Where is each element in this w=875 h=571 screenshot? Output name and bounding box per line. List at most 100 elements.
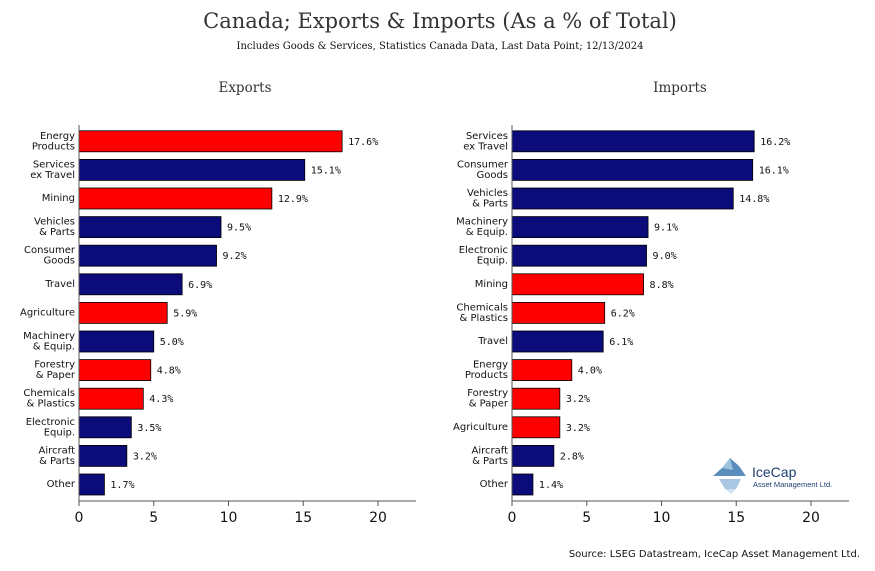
bar <box>511 301 606 324</box>
x-tick-label: 10 <box>220 510 238 526</box>
value-label: 3.2% <box>133 451 157 462</box>
x-tick-label: 0 <box>75 510 84 526</box>
x-tick-label: 20 <box>369 510 387 526</box>
category-label: Machinery & Equip. <box>456 217 508 239</box>
category-label: Consumer Goods <box>457 159 509 181</box>
value-label: 4.8% <box>157 366 181 377</box>
bar <box>511 130 755 153</box>
category-label: Agriculture <box>20 307 75 318</box>
value-label: 12.9% <box>278 194 308 205</box>
bar <box>78 387 144 410</box>
value-label: 9.2% <box>223 251 247 262</box>
category-label: Services ex Travel <box>463 131 508 153</box>
bar <box>511 244 647 267</box>
value-label: 3.5% <box>137 423 161 434</box>
panel-title: Exports <box>218 80 271 96</box>
x-tick-label: 10 <box>653 510 671 526</box>
bar <box>511 387 561 410</box>
bar <box>78 273 183 296</box>
category-label: Travel <box>477 336 508 347</box>
category-label: Chemicals & Plastics <box>456 302 508 324</box>
category-label: Travel <box>44 279 75 290</box>
source-note: Source: LSEG Datastream, IceCap Asset Ma… <box>569 549 860 560</box>
bar <box>78 330 155 353</box>
category-label: Electronic Equip. <box>459 245 508 267</box>
bar <box>511 216 649 239</box>
bar <box>78 444 128 467</box>
bar <box>78 158 306 181</box>
value-label: 4.3% <box>149 394 173 405</box>
chart-title: Canada; Exports & Imports (As a % of Tot… <box>203 9 677 33</box>
iceberg-icon <box>713 458 746 494</box>
value-label: 6.9% <box>188 280 212 291</box>
bar <box>78 187 273 210</box>
value-label: 3.2% <box>566 394 590 405</box>
bar <box>511 187 734 210</box>
icecap-logo: IceCap Asset Management Ltd. <box>713 458 832 494</box>
x-tick-label: 20 <box>802 510 820 526</box>
x-tick-label: 5 <box>582 510 591 526</box>
x-tick-label: 0 <box>508 510 517 526</box>
value-label: 15.1% <box>311 165 341 176</box>
panel-title: Imports <box>653 80 707 96</box>
bar <box>78 416 132 439</box>
value-label: 16.1% <box>759 165 789 176</box>
x-tick-label: 15 <box>294 510 312 526</box>
bar <box>511 473 534 496</box>
value-label: 8.8% <box>650 280 674 291</box>
bar <box>511 359 573 382</box>
bar <box>511 330 604 353</box>
value-label: 16.2% <box>760 137 790 148</box>
bar <box>78 244 217 267</box>
category-label: Chemicals & Plastics <box>23 388 75 410</box>
value-label: 4.0% <box>578 366 602 377</box>
imports-panel: Imports 16.2% Services ex Travel 16.1% Consum… <box>453 80 849 526</box>
value-label: 9.5% <box>227 223 251 234</box>
category-label: Energy Products <box>32 131 75 153</box>
logo-subtitle: Asset Management Ltd. <box>753 480 832 489</box>
value-label: 6.2% <box>611 308 635 319</box>
bar <box>78 301 168 324</box>
x-tick-label: 5 <box>149 510 158 526</box>
category-label: Vehicles & Parts <box>34 217 75 239</box>
category-label: Forestry & Paper <box>34 360 76 382</box>
value-label: 6.1% <box>609 337 633 348</box>
category-label: Aircraft & Parts <box>38 445 75 467</box>
value-label: 5.9% <box>173 308 197 319</box>
category-label: Agriculture <box>453 422 508 433</box>
value-label: 9.0% <box>653 251 677 262</box>
bar <box>511 444 555 467</box>
bar <box>78 130 343 153</box>
value-label: 2.8% <box>560 451 584 462</box>
value-label: 17.6% <box>348 137 378 148</box>
bar <box>78 359 152 382</box>
category-label: Forestry & Paper <box>467 388 509 410</box>
value-label: 9.1% <box>654 223 678 234</box>
bar <box>78 473 105 496</box>
category-label: Other <box>47 479 76 490</box>
category-label: Mining <box>42 193 75 204</box>
bar <box>511 416 561 439</box>
value-label: 14.8% <box>739 194 769 205</box>
exports-panel: Exports 17.6% Energy Products 15.1% Services e… <box>20 80 416 526</box>
chart-subtitle: Includes Goods & Services, Statistics Ca… <box>237 41 644 52</box>
value-label: 3.2% <box>566 423 590 434</box>
category-label: Consumer Goods <box>24 245 76 267</box>
category-label: Electronic Equip. <box>26 417 75 439</box>
value-label: 5.0% <box>160 337 184 348</box>
category-label: Services ex Travel <box>30 159 75 181</box>
x-tick-label: 15 <box>727 510 745 526</box>
bar <box>511 158 754 181</box>
category-label: Aircraft & Parts <box>471 445 508 467</box>
value-label: 1.4% <box>539 480 563 491</box>
bar <box>511 273 644 296</box>
category-label: Energy Products <box>465 360 508 382</box>
value-label: 1.7% <box>110 480 134 491</box>
category-label: Other <box>480 479 509 490</box>
category-label: Vehicles & Parts <box>467 188 508 210</box>
category-label: Machinery & Equip. <box>23 331 75 353</box>
bar <box>78 216 222 239</box>
category-label: Mining <box>475 279 508 290</box>
logo-name: IceCap <box>752 464 797 480</box>
